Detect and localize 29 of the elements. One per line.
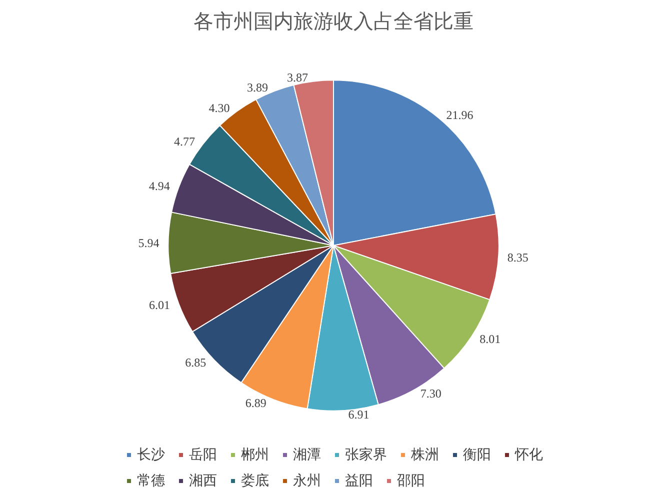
data-label: 8.01 xyxy=(480,332,501,346)
legend-label: 郴州 xyxy=(241,447,269,463)
legend-label: 益阳 xyxy=(345,473,373,489)
data-label: 21.96 xyxy=(446,108,474,122)
legend-label: 邵阳 xyxy=(397,473,425,489)
data-label: 3.89 xyxy=(246,80,268,94)
data-label: 6.91 xyxy=(348,408,370,422)
legend-label: 衡阳 xyxy=(463,447,491,463)
data-label: 7.30 xyxy=(420,386,442,401)
chart-title: 各市州国内旅游收入占全省比重 xyxy=(194,9,474,33)
legend-label: 湘潭 xyxy=(293,447,321,463)
data-label: 4.94 xyxy=(148,179,170,194)
legend-label: 娄底 xyxy=(241,473,269,489)
data-label: 4.30 xyxy=(208,100,230,115)
legend-label: 永州 xyxy=(293,473,321,489)
data-label: 8.35 xyxy=(507,250,528,265)
data-label: 4.77 xyxy=(174,134,196,148)
data-label: 6.89 xyxy=(245,396,266,410)
legend-label: 湘西 xyxy=(189,473,217,489)
legend-label: 岳阳 xyxy=(189,447,217,463)
legend-label: 株洲 xyxy=(410,447,439,463)
legend-label: 怀化 xyxy=(514,447,543,463)
data-label: 3.87 xyxy=(286,70,308,84)
legend-label: 常德 xyxy=(137,473,165,489)
legend-label: 张家界 xyxy=(345,447,387,463)
legend-label: 长沙 xyxy=(137,447,165,463)
data-label: 6.01 xyxy=(148,298,170,312)
data-label: 5.94 xyxy=(138,236,160,250)
data-label: 6.85 xyxy=(185,356,206,370)
